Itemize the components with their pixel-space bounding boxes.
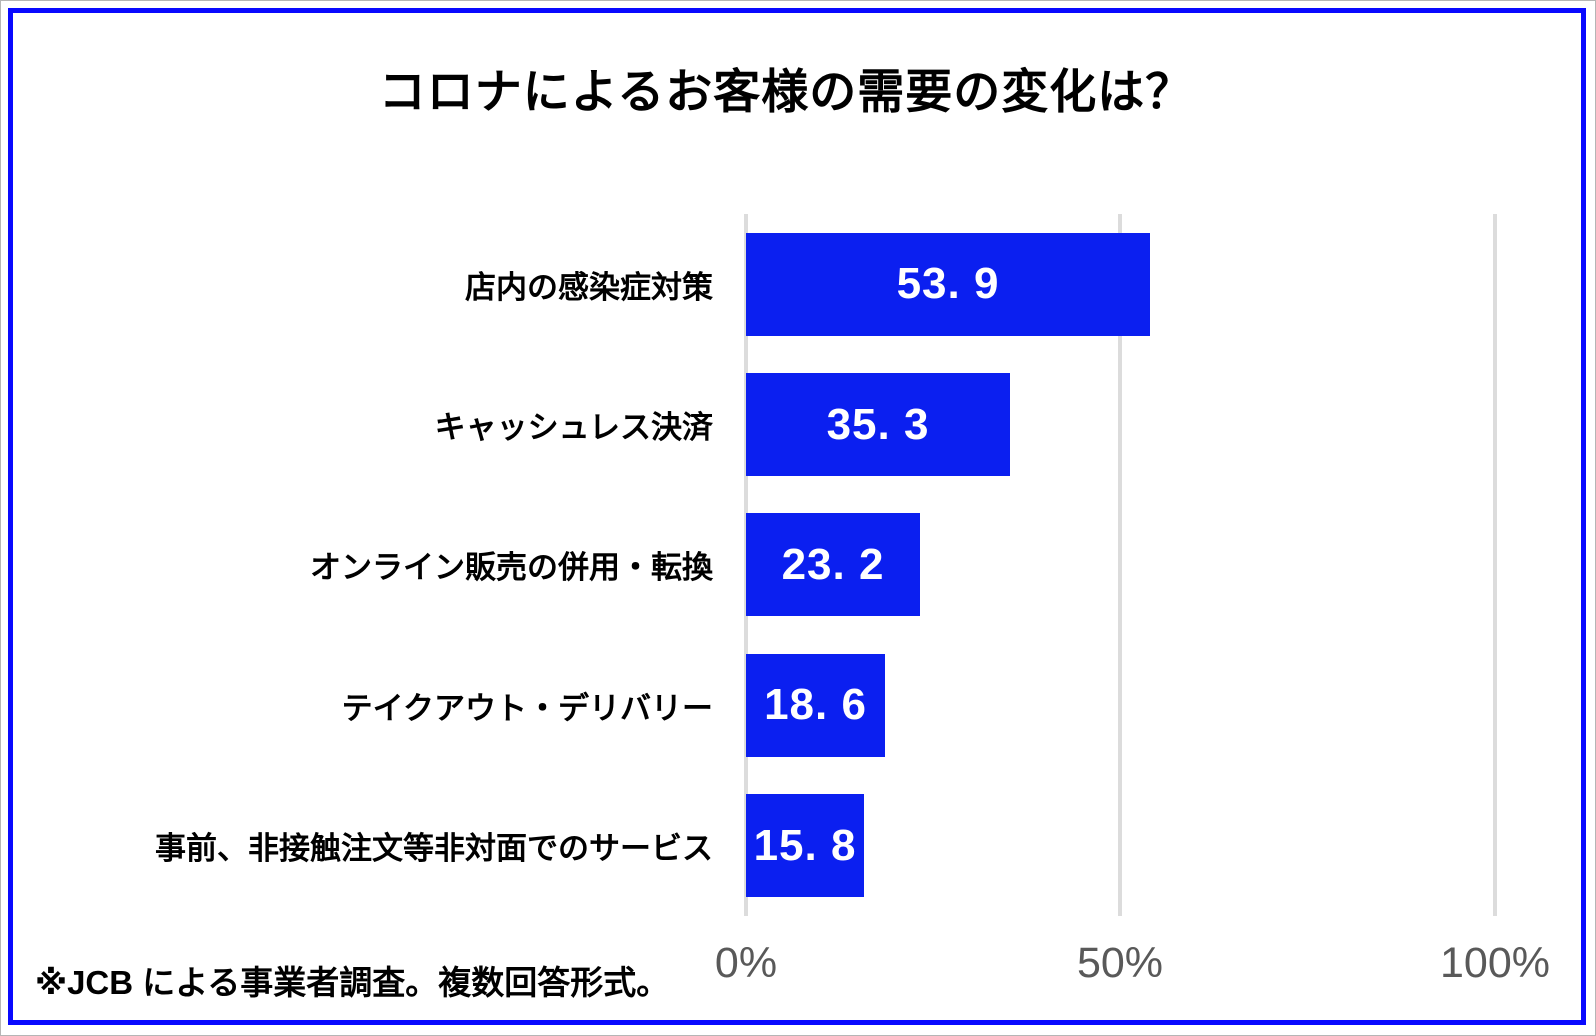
category-label: テイクアウト・デリバリー [341, 690, 713, 726]
category-label: 事前、非接触注文等非対面でのサービス [155, 831, 713, 867]
bar-value-label: 18. 6 [764, 680, 867, 730]
table-row: 店内の感染症対策 53. 9 [1, 214, 1596, 354]
category-label: キャッシュレス決済 [434, 410, 713, 446]
table-row: テイクアウト・デリバリー 18. 6 [1, 635, 1596, 775]
gridline-50pct [1118, 214, 1122, 916]
table-row: キャッシュレス決済 35. 3 [1, 354, 1596, 494]
bar: 53. 9 [746, 232, 1150, 336]
plot-area: 店内の感染症対策 53. 9 キャッシュレス決済 35. 3 オンライン販売の併… [1, 214, 1596, 916]
x-axis: 0% 50% 100% [1, 939, 1596, 999]
table-row: 事前、非接触注文等非対面でのサービス 15. 8 [1, 776, 1596, 916]
x-tick-label: 100% [1440, 939, 1550, 987]
x-tick-label: 50% [1076, 939, 1164, 987]
bar-rows: 店内の感染症対策 53. 9 キャッシュレス決済 35. 3 オンライン販売の併… [1, 214, 1596, 916]
table-row: オンライン販売の併用・転換 23. 2 [1, 495, 1596, 635]
bar: 35. 3 [746, 373, 1010, 477]
category-label: オンライン販売の併用・転換 [310, 550, 713, 586]
bar-value-label: 53. 9 [896, 259, 1000, 309]
bar-value-label: 23. 2 [781, 539, 885, 589]
bar: 18. 6 [746, 653, 885, 757]
gridline-100pct [1493, 214, 1497, 916]
category-label: 店内の感染症対策 [465, 269, 713, 305]
bar: 23. 2 [746, 513, 920, 617]
footnote: ※JCB による事業者調査。複数回答形式。 [35, 964, 670, 1001]
bar-value-label: 15. 8 [753, 820, 857, 870]
bar-value-label: 35. 3 [826, 399, 930, 449]
bar: 15. 8 [746, 794, 864, 898]
x-tick-label: 0% [714, 939, 778, 987]
chart-title: コロナによるお客様の需要の変化は？ [378, 65, 1194, 118]
